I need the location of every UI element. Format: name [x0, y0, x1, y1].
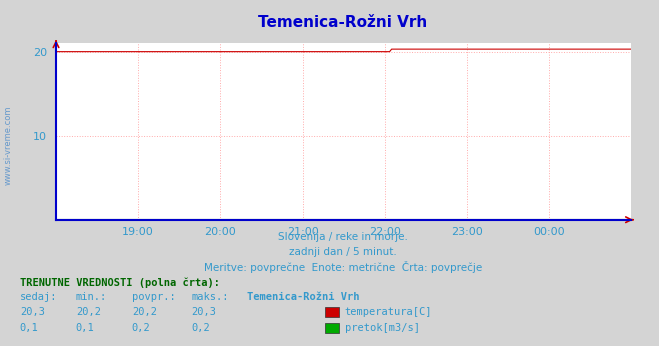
Text: Meritve: povprečne  Enote: metrične  Črta: povprečje: Meritve: povprečne Enote: metrične Črta:… [204, 261, 482, 273]
Text: Temenica-Rožni Vrh: Temenica-Rožni Vrh [247, 292, 360, 302]
Text: Slovenija / reke in morje.: Slovenija / reke in morje. [277, 232, 408, 242]
Text: Temenica-Rožni Vrh: Temenica-Rožni Vrh [258, 15, 427, 30]
Text: povpr.:: povpr.: [132, 292, 175, 302]
Text: zadnji dan / 5 minut.: zadnji dan / 5 minut. [289, 247, 397, 257]
Text: 0,1: 0,1 [20, 323, 38, 333]
Text: 20,2: 20,2 [76, 307, 101, 317]
Text: pretok[m3/s]: pretok[m3/s] [345, 323, 420, 333]
Text: temperatura[C]: temperatura[C] [345, 307, 432, 317]
Text: 0,1: 0,1 [76, 323, 94, 333]
Text: 20,2: 20,2 [132, 307, 157, 317]
Text: TRENUTNE VREDNOSTI (polna črta):: TRENUTNE VREDNOSTI (polna črta): [20, 278, 219, 288]
Text: maks.:: maks.: [191, 292, 229, 302]
Text: 20,3: 20,3 [191, 307, 216, 317]
Text: 0,2: 0,2 [132, 323, 150, 333]
Text: www.si-vreme.com: www.si-vreme.com [3, 106, 13, 185]
Text: 0,2: 0,2 [191, 323, 210, 333]
Text: 20,3: 20,3 [20, 307, 45, 317]
Text: sedaj:: sedaj: [20, 292, 57, 302]
Text: min.:: min.: [76, 292, 107, 302]
